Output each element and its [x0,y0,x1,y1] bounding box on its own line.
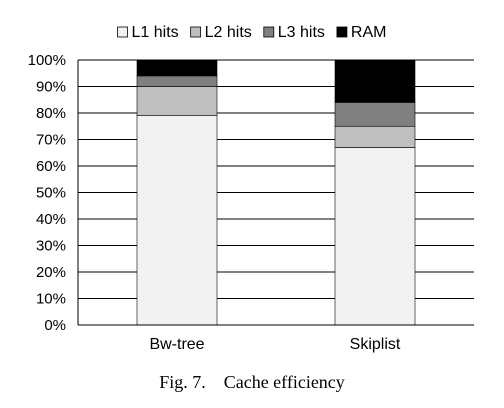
x-category-label: Bw-tree [149,336,204,353]
legend-label: L3 hits [278,24,325,41]
x-axis-category-labels: Bw-tree Skiplist [149,336,400,353]
bar-segment [334,147,416,326]
bar-segment [136,115,218,326]
figure-caption-label: Fig. 7. [159,372,206,392]
stacked-bar-chart: 0% 10% 20% 30% 40% 50% 60% 70% 80% 90% 100% Bw-tre… [28,24,474,353]
legend-label: L2 hits [205,24,252,41]
bar-segment [136,86,218,116]
y-axis-tick-labels: 0% 10% 20% 30% 40% 50% 60% 70% 80% 90% 100% [28,52,66,334]
y-tick-label: 10% [36,291,66,308]
legend-label: L1 hits [132,24,179,41]
legend-swatch [117,26,128,38]
y-tick-label: 70% [36,132,66,149]
legend-label: RAM [351,24,387,41]
legend: L1 hits L2 hits L3 hits RAM [117,24,387,41]
y-tick-label: 20% [36,264,66,281]
bar-segment [334,125,416,148]
figure-caption-title: Cache efficiency [223,372,345,392]
y-tick-label: 30% [36,238,66,255]
y-tick-label: 80% [36,105,66,122]
x-category-label: Skiplist [350,336,401,353]
y-tick-label: 50% [36,185,66,202]
figure-caption: Fig. 7. Cache efficiency [0,372,504,393]
bar-segment [136,59,218,77]
bar-stacks [136,59,416,326]
bar-segment [136,75,218,87]
axes [77,60,474,326]
legend-swatch [336,26,348,38]
legend-swatch [190,26,202,38]
bar-segment [334,59,416,103]
y-tick-label: 90% [36,79,66,96]
y-tick-label: 40% [36,211,66,228]
legend-swatch [263,26,275,38]
y-tick-label: 60% [36,158,66,175]
bar-segment [334,102,416,127]
y-tick-label: 100% [28,52,66,69]
y-tick-label: 0% [44,317,66,334]
